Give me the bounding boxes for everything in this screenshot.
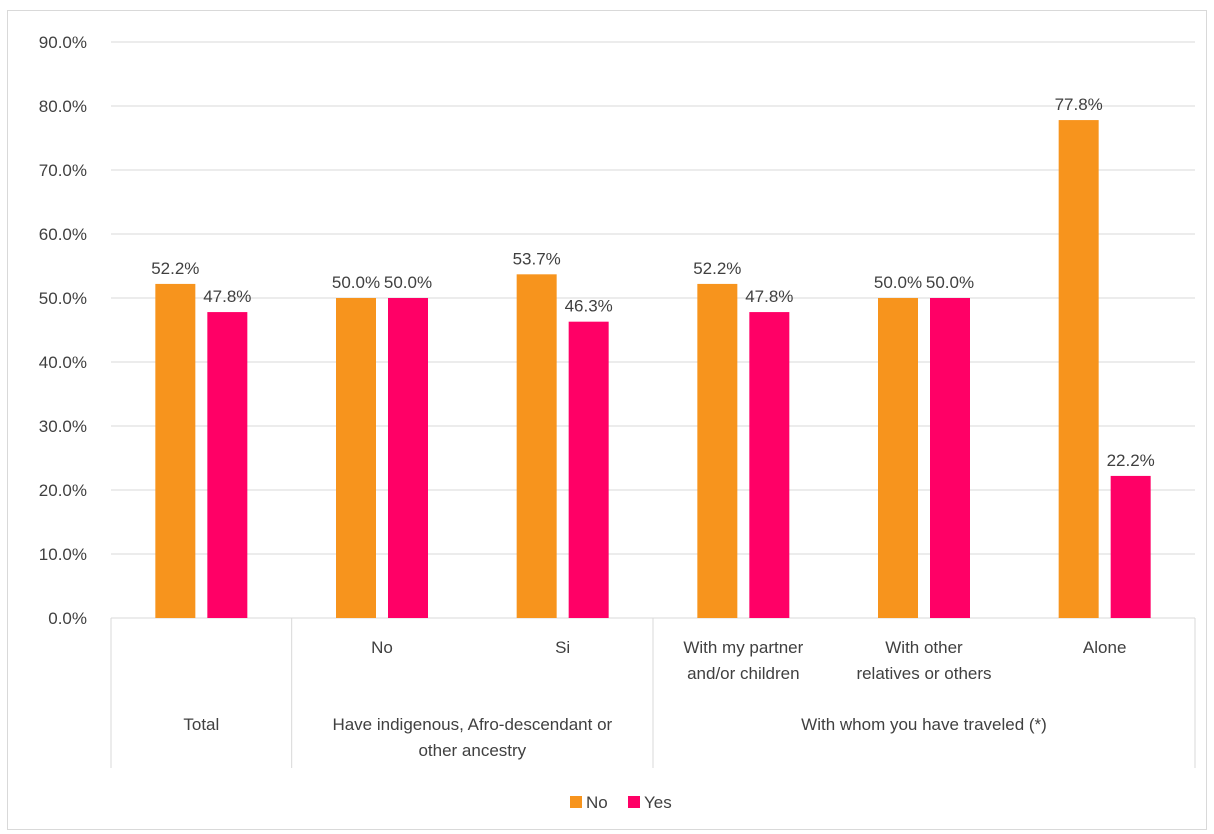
data-label: 47.8% <box>745 287 793 306</box>
bar-no <box>1058 120 1099 618</box>
y-tick-label: 50.0% <box>39 289 87 308</box>
y-tick-label: 80.0% <box>39 97 87 116</box>
y-axis: 0.0% 10.0% 20.0% 30.0% 40.0% 50.0% 60.0% 70.0% 8… <box>39 33 87 628</box>
data-label: 50.0% <box>926 273 974 292</box>
data-label: 53.7% <box>513 249 561 268</box>
x-category-label: With other <box>885 638 963 657</box>
bars <box>155 120 1151 618</box>
gridlines <box>111 41 1195 619</box>
data-label: 52.2% <box>693 259 741 278</box>
y-tick-label: 90.0% <box>39 33 87 52</box>
bar-no <box>155 283 196 618</box>
bar-no <box>336 298 376 618</box>
y-tick-label: 20.0% <box>39 481 87 500</box>
bar-no <box>878 298 918 618</box>
bar-no <box>516 274 557 618</box>
data-label: 52.2% <box>151 259 199 278</box>
bar-yes <box>930 298 970 618</box>
x-category-label: and/or children <box>687 664 799 683</box>
chart-frame <box>7 10 1207 830</box>
data-labels: 52.2% 50.0% 53.7% 52.2% 50.0% 77.8% 47.8% 50.0%… <box>151 95 1155 470</box>
bar-yes <box>1110 475 1151 618</box>
y-tick-label: 10.0% <box>39 545 87 564</box>
y-tick-label: 60.0% <box>39 225 87 244</box>
bar-yes <box>568 321 609 618</box>
data-label: 50.0% <box>384 273 432 292</box>
data-label: 77.8% <box>1055 95 1103 114</box>
x-category-label: relatives or others <box>856 664 991 683</box>
legend-swatch-yes <box>628 796 640 808</box>
bar-no <box>697 283 738 618</box>
x-group-label: Total <box>183 715 219 734</box>
x-axis: No Si With my partner and/or children With o… <box>110 618 1196 768</box>
legend: No Yes <box>570 793 672 812</box>
bar-yes <box>207 312 248 618</box>
data-label: 50.0% <box>874 273 922 292</box>
legend-swatch-no <box>570 796 582 808</box>
y-tick-label: 30.0% <box>39 417 87 436</box>
x-category-label: With my partner <box>683 638 803 657</box>
x-category-label: Alone <box>1083 638 1126 657</box>
bar-yes <box>388 298 428 618</box>
x-category-label: No <box>371 638 393 657</box>
data-label: 47.8% <box>203 287 251 306</box>
legend-label-yes: Yes <box>644 793 672 812</box>
data-label: 50.0% <box>332 273 380 292</box>
data-label: 22.2% <box>1107 451 1155 470</box>
x-category-label: Si <box>555 638 570 657</box>
bar-yes <box>749 312 790 618</box>
y-tick-label: 70.0% <box>39 161 87 180</box>
data-label: 46.3% <box>565 297 613 316</box>
legend-label-no: No <box>586 793 608 812</box>
y-tick-label: 40.0% <box>39 353 87 372</box>
x-group-label: Have indigenous, Afro-descendant or <box>332 715 612 734</box>
x-group-label: other ancestry <box>418 741 526 760</box>
x-group-label: With whom you have traveled (*) <box>801 715 1047 734</box>
y-tick-label: 0.0% <box>48 609 87 628</box>
